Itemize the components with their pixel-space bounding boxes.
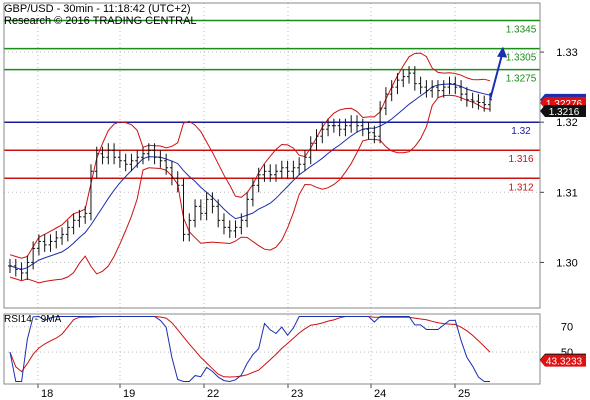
bollinger-lower <box>9 94 491 284</box>
forecast-arrow <box>489 54 503 101</box>
price-badge-label: 1.3216 <box>549 107 580 118</box>
rsi-tick-label: 70 <box>561 322 573 334</box>
price-tick-label: 1.30 <box>556 257 577 269</box>
rsi-panel-frame <box>3 313 541 385</box>
level-label: 1.3345 <box>506 25 537 36</box>
chart-subtitle: Research © 2016 TRADING CENTRAL <box>4 15 197 27</box>
levels-layer: 1.3345 1.3305 1.3275 1.32 1.316 1.312 <box>4 19 540 193</box>
rsi-badge <box>540 354 586 367</box>
bollinger-upper <box>9 52 491 259</box>
rsi-label: RSI14 - 9MA <box>4 314 62 325</box>
x-tick-label: 25 <box>458 388 470 400</box>
x-tick-label: 19 <box>123 388 135 400</box>
bollinger-layer <box>9 52 491 284</box>
moving-average <box>9 83 491 270</box>
forecast-arrowhead <box>497 46 507 58</box>
x-tick-label: 22 <box>207 388 219 400</box>
level-label: 1.3305 <box>506 53 537 64</box>
rsi-line <box>9 315 490 383</box>
candles-layer <box>8 66 492 280</box>
level-label: 1.32 <box>511 126 531 137</box>
price-tick-label: 1.33 <box>556 47 577 59</box>
level-label: 1.312 <box>508 182 533 193</box>
chart-title: GBP/USD - 30min - 11:18:42 (UTC+2) <box>4 3 191 15</box>
x-tick-label: 23 <box>291 388 303 400</box>
price-tick-label: 1.31 <box>556 187 577 199</box>
price-badge-label: 1.32276 <box>546 99 583 110</box>
price-badge <box>540 104 586 117</box>
x-tick-label: 18 <box>41 388 53 400</box>
level-label: 1.316 <box>508 154 533 165</box>
level-label: 1.3275 <box>506 74 537 85</box>
price-tick-label: 1.32 <box>556 117 577 129</box>
axis-layer: 18 19 22 23 24 25 1.30 1.31 1.32 1.33 <box>3 2 578 400</box>
x-tick-label: 24 <box>374 388 386 400</box>
price-panel-frame <box>3 2 541 309</box>
rsi-badge-label: 43.3233 <box>546 357 583 368</box>
rsi-panel: 705044.187143.3233 <box>3 313 586 385</box>
